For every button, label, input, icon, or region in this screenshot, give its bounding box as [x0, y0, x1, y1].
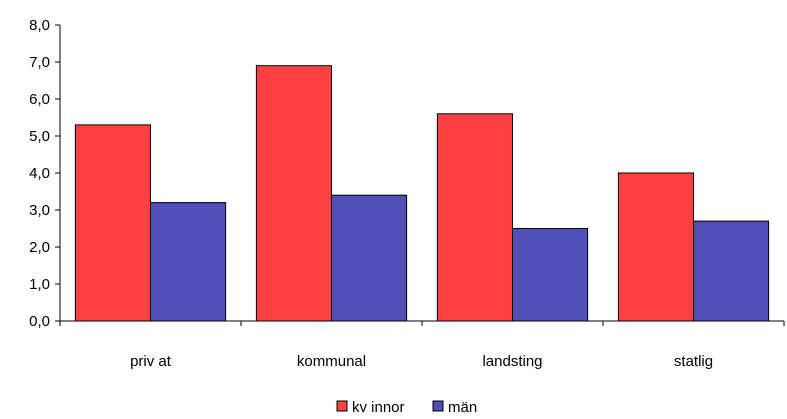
- y-tick-label: 2,0: [29, 239, 50, 256]
- legend-swatch: [432, 400, 444, 412]
- legend-swatch: [336, 400, 348, 412]
- legend: kv innor män: [336, 399, 477, 416]
- bar-man-1: [331, 194, 408, 322]
- y-tick-label: 8,0: [29, 17, 50, 34]
- bar-man-2: [512, 228, 589, 322]
- bars: [74, 65, 770, 322]
- y-tick-label: 4,0: [29, 165, 50, 182]
- x-tick-label: statlig: [674, 353, 713, 370]
- x-tick-label: priv at: [130, 353, 172, 370]
- bar-man-0: [150, 202, 227, 322]
- x-axis: priv at kommunal landsting statlig: [59, 320, 785, 370]
- bar-kvinnor-0: [74, 124, 151, 322]
- y-tick-label: 1,0: [29, 276, 50, 293]
- legend-label: män: [448, 399, 477, 416]
- y-tick-label: 3,0: [29, 202, 50, 219]
- bar-kvinnor-1: [255, 65, 333, 322]
- bar-man-3: [693, 220, 770, 322]
- y-axis: 0,0 1,0 2,0 3,0 4,0 5,0 6,0 7,0 8,0: [29, 17, 61, 330]
- bar-kvinnor-3: [617, 172, 695, 322]
- bar-kvinnor-2: [436, 113, 514, 322]
- y-tick-label: 7,0: [29, 54, 50, 71]
- y-tick-label: 6,0: [29, 91, 50, 108]
- y-tick-label: 5,0: [29, 128, 50, 145]
- x-tick-label: kommunal: [297, 353, 366, 370]
- x-tick-label: landsting: [482, 353, 542, 370]
- y-tick-label: 0,0: [29, 313, 50, 330]
- legend-label: kv innor: [352, 399, 405, 416]
